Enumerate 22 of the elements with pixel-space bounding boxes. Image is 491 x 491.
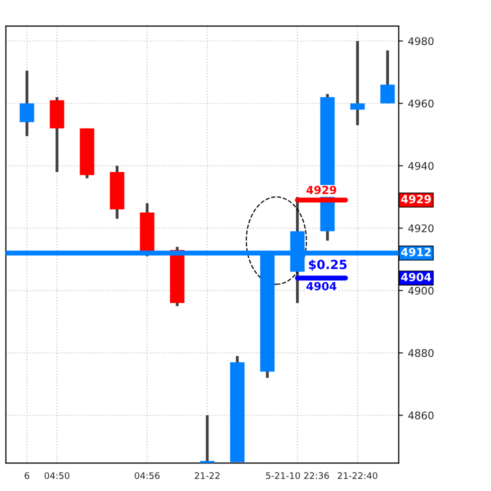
candlestick [350, 40, 365, 127]
x-tick-label: 04:56 [134, 472, 160, 480]
ref-line-label: 4912 [401, 248, 431, 256]
candlestick [380, 48, 395, 105]
y-tick-label: 4880 [408, 349, 434, 358]
annotation: $0.25 [308, 260, 347, 271]
y-tick-label: 4960 [408, 100, 434, 108]
y-tick-label: 4980 [408, 37, 434, 46]
candlestick [20, 69, 34, 138]
y-tick-label: 4920 [408, 224, 434, 232]
x-tick-label: 21-22:40 [338, 472, 378, 480]
ref-line-label: 4904 [306, 282, 336, 290]
text: 4929 [401, 194, 431, 204]
y-tick-label: 4860 [408, 412, 434, 420]
x-tick-label: 04:50 [44, 472, 70, 480]
text: 4904 [401, 272, 432, 282]
y-tick-label: 4940 [408, 162, 434, 170]
x-tick-label: 5-21-10 22:36 [266, 472, 329, 480]
ref-line-label: 4929 [306, 186, 336, 194]
x-tick-label: 6 [24, 472, 30, 480]
x-tick-label: 21-22 [194, 472, 220, 479]
y-tick-label: 4900 [408, 286, 434, 295]
